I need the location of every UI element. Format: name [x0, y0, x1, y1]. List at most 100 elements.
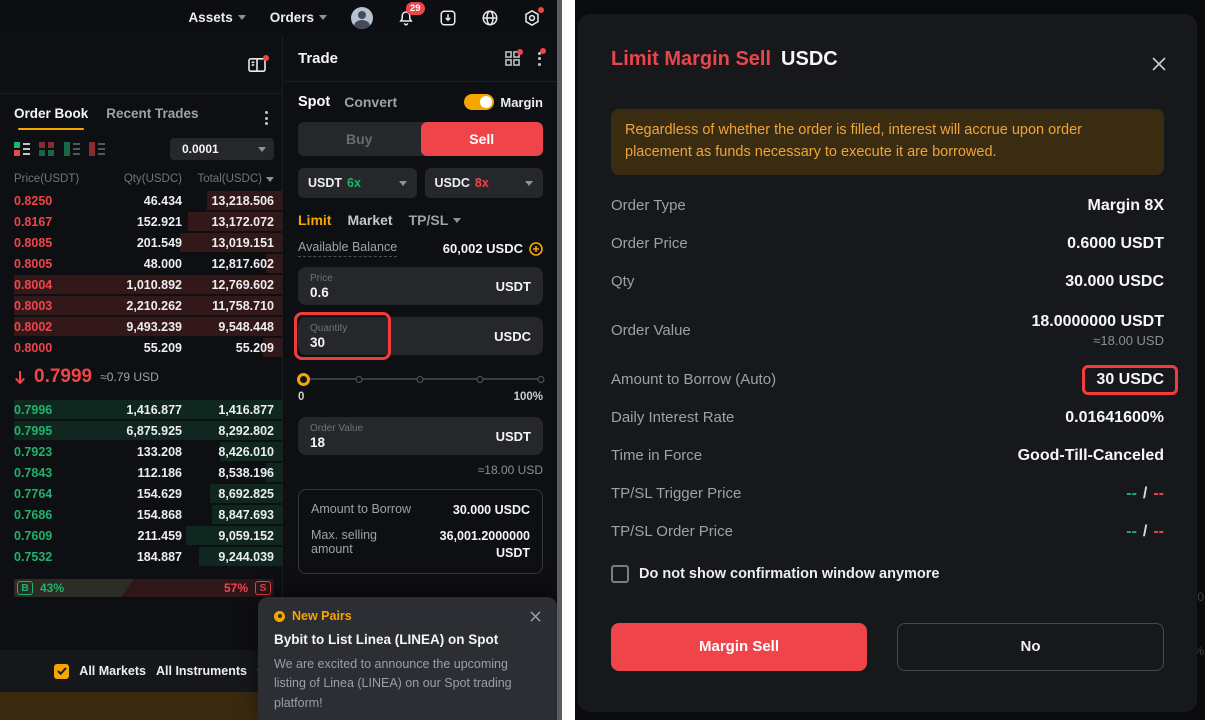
depth-view-asks-icon[interactable] [89, 142, 105, 156]
profile-avatar[interactable] [351, 6, 373, 29]
qty-cell: 2,210.262 [126, 298, 182, 313]
qty-cell: 154.868 [136, 507, 182, 522]
sort-caret-icon [266, 176, 274, 182]
settings-alert-dot [538, 6, 544, 13]
qty-cell: 6,875.925 [126, 423, 182, 438]
order-book-row[interactable]: 0.8085 201.549 13,019.151 [14, 232, 282, 253]
available-balance-label[interactable]: Available Balance [298, 240, 398, 257]
tick-size-select[interactable]: 0.0001 [170, 138, 274, 160]
borrow-info-box: Amount to Borrow 30.000 USDC Max. sellin… [298, 489, 543, 574]
scrollbar[interactable] [557, 0, 562, 720]
no-button[interactable]: No [897, 622, 1164, 671]
order-book-row[interactable]: 0.8002 9,493.239 9,548.448 [14, 316, 282, 337]
tab-order-book[interactable]: Order Book [14, 106, 88, 130]
slider-handle[interactable] [297, 373, 310, 386]
col-qty: Qty(USDC) [123, 173, 182, 185]
layout-grid-button[interactable] [505, 49, 523, 66]
ask-depth-bar [265, 254, 282, 273]
order-book-row[interactable]: 0.7686 154.868 8,847.693 [14, 504, 282, 525]
language-button[interactable] [481, 9, 499, 27]
modal-value-text: Good-Till-Canceled [1017, 446, 1164, 464]
order-book-menu-button[interactable] [263, 109, 270, 127]
order-book-row[interactable]: 0.8250 46.434 13,218.506 [14, 190, 282, 211]
nav-orders[interactable]: Orders [270, 10, 327, 25]
order-book-row[interactable]: 0.8167 152.921 13,172.072 [14, 211, 282, 232]
depth-view-both-icon[interactable] [14, 142, 30, 156]
order-book-row[interactable]: 0.7995 6,875.925 8,292.802 [14, 420, 282, 441]
order-book-row[interactable]: 0.8005 48.000 12,817.602 [14, 253, 282, 274]
modal-detail-row: TP/SL Trigger Price -- / -- [611, 475, 1164, 513]
total-cell: 8,292.802 [218, 423, 274, 438]
order-book-row[interactable]: 0.7923 133.208 8,426.010 [14, 441, 282, 462]
quantity-slider[interactable] [297, 373, 545, 386]
depth-view-bids-icon[interactable] [64, 142, 80, 156]
slider-step-dot[interactable] [476, 376, 484, 383]
order-book-row[interactable]: 0.7843 112.186 8,538.196 [14, 462, 282, 483]
sell-button[interactable]: Sell [420, 122, 543, 156]
qty-cell: 9,493.239 [126, 319, 182, 334]
close-icon [1152, 57, 1166, 71]
tab-limit[interactable]: Limit [298, 212, 332, 228]
qty-cell: 133.208 [136, 444, 182, 459]
usdt-leverage-select[interactable]: USDT 6x [298, 168, 417, 198]
tab-market[interactable]: Market [347, 212, 393, 228]
col-total[interactable]: Total(USDC) [182, 173, 274, 185]
tab-recent-trades[interactable]: Recent Trades [106, 106, 199, 121]
market-filter-bar: All Markets All Instruments [0, 650, 283, 692]
all-markets-checkbox[interactable] [54, 663, 70, 679]
popup-close-button[interactable] [530, 610, 541, 622]
all-markets-label[interactable]: All Markets [79, 664, 146, 678]
order-value-input[interactable]: Order Value 18 USDT [298, 417, 543, 455]
orderbook-layout-button[interactable] [248, 54, 269, 73]
slider-step-dot[interactable] [355, 376, 363, 383]
nav-assets[interactable]: Assets [188, 10, 246, 25]
borrow-amount-label: Amount to Borrow [311, 502, 412, 516]
popup-title[interactable]: Bybit to List Linea (LINEA) on Spot [274, 632, 499, 647]
margin-sell-confirm-button[interactable]: Margin Sell [611, 622, 867, 671]
tab-convert[interactable]: Convert [344, 94, 398, 110]
chevron-down-icon [258, 146, 266, 152]
settings-button[interactable] [523, 6, 544, 27]
slider-step-dot[interactable] [416, 376, 423, 383]
layout-alert-dot [263, 54, 269, 61]
buy-button[interactable]: Buy [346, 131, 373, 147]
modal-value-text: 0.01641600% [1065, 408, 1164, 426]
deposit-plus-icon[interactable] [529, 241, 543, 256]
tab-tpsl[interactable]: TP/SL [409, 212, 462, 228]
trade-menu-button[interactable] [536, 47, 546, 68]
ask-depth-bar [206, 191, 282, 210]
top-nav: Assets Orders 29 [0, 0, 557, 35]
depth-view-split-icon[interactable] [39, 142, 55, 156]
slider-step-dot[interactable] [537, 376, 545, 383]
dont-show-again-row[interactable]: Do not show confirmation window anymore [611, 564, 1164, 583]
price-cell: 0.7532 [14, 549, 53, 564]
modal-close-button[interactable] [1151, 56, 1167, 72]
borrow-highlight-value: 30 USDC [1082, 364, 1178, 395]
notifications-button[interactable]: 29 [397, 1, 425, 27]
sl-value: -- [1153, 522, 1164, 540]
margin-toggle-label: Margin [500, 94, 543, 110]
modal-row-label: TP/SL Order Price [611, 523, 733, 540]
order-book-row[interactable]: 0.7532 184.887 9,244.039 [14, 546, 282, 567]
dont-show-again-checkbox[interactable] [611, 564, 629, 583]
slider-max-label: 100% [513, 391, 543, 403]
usdc-leverage-select[interactable]: USDC 8x [424, 168, 543, 198]
order-book-controls: 0.0001 [14, 138, 282, 160]
download-app-button[interactable] [439, 9, 457, 27]
order-book-row[interactable]: 0.7609 211.459 9,059.152 [14, 525, 282, 546]
order-book-row[interactable]: 0.8000 55.209 55.209 [14, 337, 282, 358]
price-input[interactable]: Price 0.6 USDT [298, 267, 543, 305]
margin-toggle[interactable] [464, 94, 495, 110]
quantity-input[interactable]: Quantity 30 USDC [294, 312, 543, 360]
order-book-row[interactable]: 0.7996 1,416.877 1,416.877 [14, 399, 282, 420]
order-book-row[interactable]: 0.8003 2,210.262 11,758.710 [14, 295, 282, 316]
all-instruments-label[interactable]: All Instruments [156, 664, 247, 678]
price-cell: 0.8003 [14, 298, 53, 313]
globe-icon [482, 10, 498, 25]
last-price-ticker[interactable]: 0.7999 ≈0.79 USD [14, 359, 282, 395]
tab-spot[interactable]: Spot [298, 94, 331, 110]
order-book-row[interactable]: 0.8004 1,010.892 12,769.602 [14, 274, 282, 295]
bid-depth-bar [265, 463, 282, 482]
order-book-row[interactable]: 0.7764 154.629 8,692.825 [14, 483, 282, 504]
price-cell: 0.7686 [14, 507, 53, 522]
